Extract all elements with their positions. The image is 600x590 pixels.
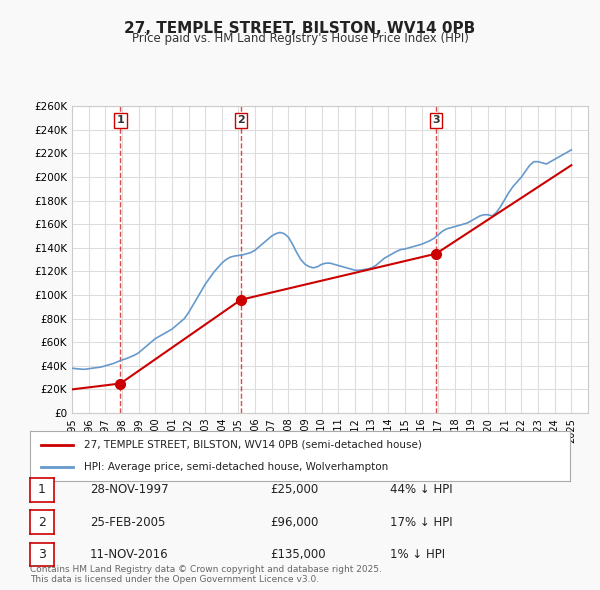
Text: £96,000: £96,000 [270,516,319,529]
Text: 1: 1 [116,116,124,126]
Text: 25-FEB-2005: 25-FEB-2005 [90,516,166,529]
Text: 1: 1 [38,483,46,496]
Text: 44% ↓ HPI: 44% ↓ HPI [390,483,452,496]
Text: Contains HM Land Registry data © Crown copyright and database right 2025.
This d: Contains HM Land Registry data © Crown c… [30,565,382,584]
Text: £25,000: £25,000 [270,483,318,496]
Text: 27, TEMPLE STREET, BILSTON, WV14 0PB (semi-detached house): 27, TEMPLE STREET, BILSTON, WV14 0PB (se… [84,440,422,450]
Text: 3: 3 [432,116,440,126]
Text: 2: 2 [237,116,245,126]
Text: HPI: Average price, semi-detached house, Wolverhampton: HPI: Average price, semi-detached house,… [84,462,388,472]
Text: 17% ↓ HPI: 17% ↓ HPI [390,516,452,529]
Text: 11-NOV-2016: 11-NOV-2016 [90,548,169,561]
Text: 27, TEMPLE STREET, BILSTON, WV14 0PB: 27, TEMPLE STREET, BILSTON, WV14 0PB [124,21,476,35]
Text: £135,000: £135,000 [270,548,326,561]
Text: Price paid vs. HM Land Registry's House Price Index (HPI): Price paid vs. HM Land Registry's House … [131,32,469,45]
Text: 28-NOV-1997: 28-NOV-1997 [90,483,169,496]
Text: 1% ↓ HPI: 1% ↓ HPI [390,548,445,561]
Text: 3: 3 [38,548,46,561]
Text: 2: 2 [38,516,46,529]
